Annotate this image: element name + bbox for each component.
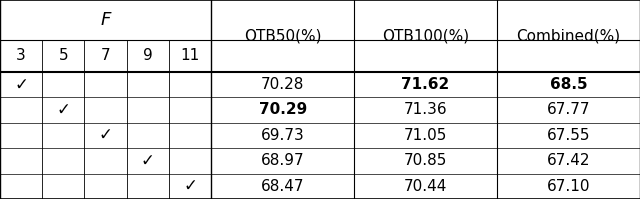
Text: 71.05: 71.05: [404, 128, 447, 143]
Text: 70.29: 70.29: [259, 102, 307, 117]
Text: ✓: ✓: [56, 101, 70, 119]
Text: 67.42: 67.42: [547, 153, 590, 168]
Text: 69.73: 69.73: [260, 128, 305, 143]
Text: F: F: [100, 11, 111, 29]
Text: OTB100(%): OTB100(%): [382, 28, 469, 43]
Text: 67.10: 67.10: [547, 179, 590, 194]
Text: 70.44: 70.44: [404, 179, 447, 194]
Text: 3: 3: [16, 48, 26, 63]
Text: 68.5: 68.5: [550, 77, 588, 92]
Text: 67.77: 67.77: [547, 102, 590, 117]
Text: ✓: ✓: [141, 152, 155, 170]
Text: Combined(%): Combined(%): [516, 28, 621, 43]
Text: 68.97: 68.97: [261, 153, 305, 168]
Text: ✓: ✓: [14, 75, 28, 93]
Text: 68.47: 68.47: [261, 179, 305, 194]
Text: 70.85: 70.85: [404, 153, 447, 168]
Text: 70.28: 70.28: [261, 77, 305, 92]
Text: 9: 9: [143, 48, 153, 63]
Text: ✓: ✓: [99, 126, 113, 144]
Text: OTB50(%): OTB50(%): [244, 28, 321, 43]
Text: ✓: ✓: [183, 177, 197, 195]
Text: 5: 5: [58, 48, 68, 63]
Text: 71.36: 71.36: [404, 102, 447, 117]
Text: 67.55: 67.55: [547, 128, 590, 143]
Text: 11: 11: [180, 48, 200, 63]
Text: 7: 7: [100, 48, 111, 63]
Text: 71.62: 71.62: [401, 77, 450, 92]
